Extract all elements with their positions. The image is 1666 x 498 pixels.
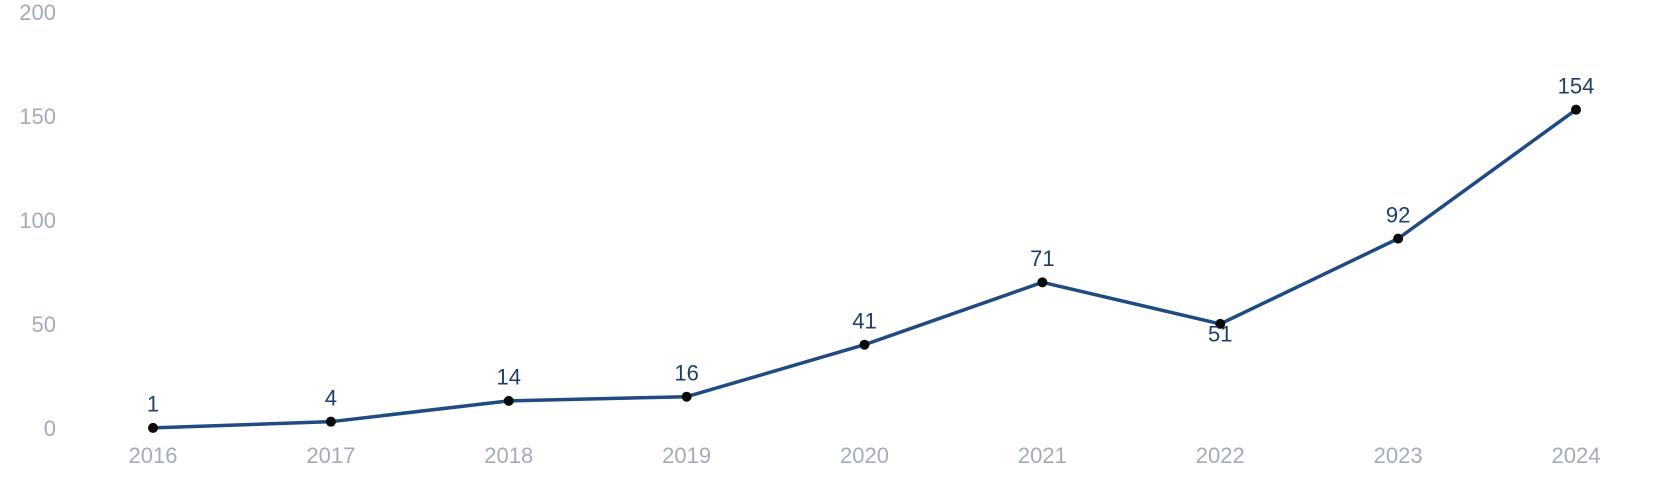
point <box>1393 233 1404 244</box>
value-label: 92 <box>1386 202 1410 227</box>
x-tick-label: 2019 <box>662 443 711 468</box>
x-tick-label: 2018 <box>484 443 533 468</box>
y-tick-label: 150 <box>19 104 56 129</box>
value-label: 71 <box>1030 246 1054 271</box>
point <box>503 395 514 406</box>
value-label: 154 <box>1558 73 1595 98</box>
x-tick-label: 2021 <box>1018 443 1067 468</box>
x-tick-label: 2020 <box>840 443 889 468</box>
value-label: 51 <box>1208 322 1232 347</box>
value-label: 1 <box>147 392 159 417</box>
point <box>859 339 870 350</box>
y-tick-label: 50 <box>32 312 56 337</box>
point <box>1215 318 1226 329</box>
point <box>681 391 692 402</box>
value-label: 4 <box>325 385 337 410</box>
line <box>152 108 1578 430</box>
x-tick-label: 2016 <box>129 443 178 468</box>
value-label: 41 <box>852 309 876 334</box>
y-tick-label: 200 <box>19 0 56 25</box>
y-tick-label: 0 <box>44 416 56 441</box>
point <box>1037 277 1048 288</box>
value-label: 14 <box>497 365 521 390</box>
x-tick-label: 2017 <box>306 443 355 468</box>
x-tick-label: 2024 <box>1552 443 1601 468</box>
point <box>325 416 336 427</box>
x-tick-label: 2023 <box>1374 443 1423 468</box>
y-tick-label: 100 <box>19 208 56 233</box>
point <box>1571 104 1581 115</box>
x-tick-label: 2022 <box>1196 443 1245 468</box>
point <box>148 422 158 433</box>
value-label: 16 <box>674 361 698 386</box>
